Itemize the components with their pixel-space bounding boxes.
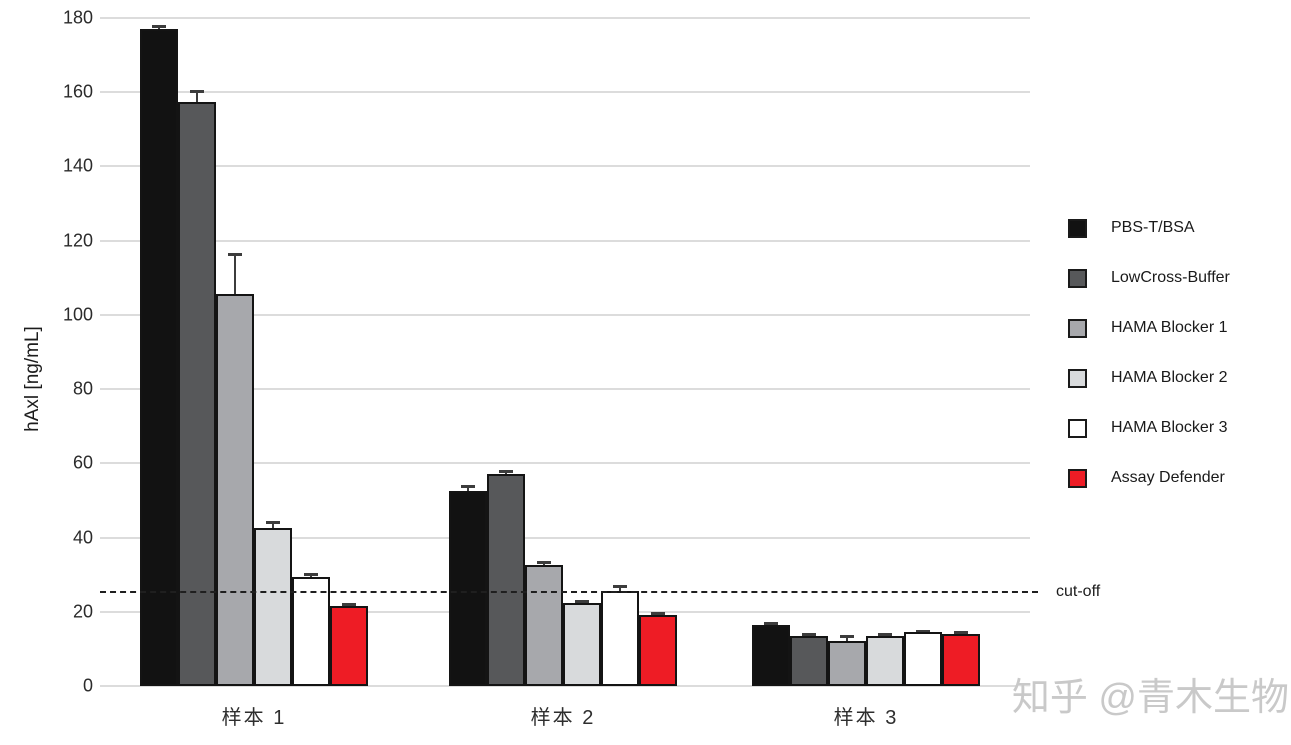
bar-assay-defender-group3 bbox=[942, 634, 980, 686]
legend-label: HAMA Blocker 2 bbox=[1111, 369, 1228, 386]
error-bar-cap bbox=[613, 584, 627, 588]
x-category-label: 样本 1 bbox=[221, 707, 287, 729]
legend-swatch bbox=[1068, 268, 1087, 288]
legend-item: HAMA Blocker 2 bbox=[1068, 368, 1227, 388]
bar-lowcross-buffer-group1 bbox=[178, 101, 216, 686]
error-bar-cap bbox=[190, 90, 204, 94]
gridline-y-120 bbox=[100, 239, 1030, 242]
y-tick-label: 100 bbox=[62, 304, 93, 325]
legend-swatch bbox=[1068, 468, 1087, 488]
error-bar bbox=[619, 585, 621, 594]
legend-item: HAMA Blocker 1 bbox=[1068, 318, 1227, 338]
gridline-y-180 bbox=[100, 17, 1030, 19]
error-bar-cap bbox=[840, 635, 854, 639]
bar-hama-blocker-1-group1 bbox=[216, 294, 254, 686]
gridline-y-140 bbox=[100, 165, 1030, 168]
bar-hama-blocker-1-group2 bbox=[525, 565, 563, 686]
error-bar-cap bbox=[954, 631, 968, 635]
y-tick-label: 120 bbox=[62, 230, 93, 251]
gridline-y-0 bbox=[100, 685, 1030, 687]
error-bar-cap bbox=[764, 621, 778, 625]
legend-label: HAMA Blocker 3 bbox=[1111, 419, 1228, 436]
y-tick-label: 160 bbox=[62, 81, 93, 102]
bar-hama-blocker-2-group1 bbox=[254, 528, 292, 686]
cutoff-line bbox=[100, 591, 1038, 594]
legend-swatch bbox=[1068, 418, 1087, 438]
error-bar-cap bbox=[266, 520, 280, 524]
watermark: 知乎 @青木生物 bbox=[1011, 677, 1289, 719]
y-tick-label: 20 bbox=[72, 601, 93, 622]
error-bar bbox=[467, 485, 469, 494]
x-category-label: 样本 3 bbox=[833, 707, 899, 729]
legend-item: HAMA Blocker 3 bbox=[1068, 418, 1227, 438]
gridline-y-100 bbox=[100, 313, 1030, 316]
legend-swatch bbox=[1068, 218, 1087, 238]
error-bar bbox=[272, 521, 274, 531]
error-bar bbox=[348, 603, 350, 609]
x-category-label: 样本 2 bbox=[530, 707, 596, 729]
error-bar-cap bbox=[228, 252, 242, 256]
error-bar bbox=[505, 470, 507, 477]
legend-item: LowCross-Buffer bbox=[1068, 268, 1230, 288]
y-tick-label: 140 bbox=[62, 155, 93, 176]
error-bar bbox=[846, 636, 848, 644]
bar-hama-blocker-1-group3 bbox=[828, 641, 866, 686]
y-tick-label: 80 bbox=[72, 378, 93, 399]
bar-lowcross-buffer-group3 bbox=[790, 635, 828, 686]
error-bar bbox=[657, 612, 659, 618]
bar-pbs-t-bsa-group3 bbox=[752, 624, 790, 686]
bar-assay-defender-group1 bbox=[330, 606, 368, 686]
error-bar-cap bbox=[152, 25, 166, 29]
bar-hama-blocker-3-group2 bbox=[601, 591, 639, 686]
legend-label: LowCross-Buffer bbox=[1111, 269, 1230, 286]
y-tick-label: 180 bbox=[62, 7, 93, 28]
error-bar-cap bbox=[304, 572, 318, 576]
bar-hama-blocker-2-group3 bbox=[866, 635, 904, 686]
gridline-y-60 bbox=[100, 462, 1030, 465]
y-tick-label: 40 bbox=[72, 527, 93, 548]
error-bar bbox=[234, 253, 236, 297]
error-bar-cap bbox=[878, 632, 892, 636]
bar-hama-blocker-3-group1 bbox=[292, 576, 330, 686]
legend-swatch bbox=[1068, 318, 1087, 338]
legend-swatch bbox=[1068, 368, 1087, 388]
error-bar-cap bbox=[575, 599, 589, 603]
error-bar bbox=[196, 91, 198, 104]
legend-label: PBS-T/BSA bbox=[1111, 219, 1195, 236]
error-bar bbox=[770, 622, 772, 627]
bar-hama-blocker-2-group2 bbox=[563, 602, 601, 686]
bar-pbs-t-bsa-group1 bbox=[140, 29, 178, 686]
legend-item: Assay Defender bbox=[1068, 468, 1225, 488]
error-bar-cap bbox=[802, 633, 816, 637]
error-bar bbox=[884, 633, 886, 638]
bar-lowcross-buffer-group2 bbox=[487, 474, 525, 686]
gridline-y-160 bbox=[100, 91, 1030, 94]
bar-hama-blocker-3-group3 bbox=[904, 632, 942, 686]
error-bar-cap bbox=[342, 602, 356, 606]
error-bar-cap bbox=[651, 611, 665, 615]
cutoff-label: cut-off bbox=[1056, 583, 1101, 601]
error-bar-cap bbox=[461, 484, 475, 488]
legend-item: PBS-T/BSA bbox=[1068, 218, 1195, 238]
gridline-y-40 bbox=[100, 536, 1030, 539]
legend-label: Assay Defender bbox=[1111, 469, 1225, 486]
error-bar-cap bbox=[537, 561, 551, 565]
y-tick-label: 60 bbox=[72, 452, 93, 473]
legend-label: HAMA Blocker 1 bbox=[1111, 319, 1228, 336]
error-bar bbox=[543, 562, 545, 568]
bar-pbs-t-bsa-group2 bbox=[449, 491, 487, 686]
bar-assay-defender-group2 bbox=[639, 615, 677, 686]
error-bar bbox=[310, 573, 312, 579]
gridline-y-80 bbox=[100, 388, 1030, 391]
error-bar-cap bbox=[499, 469, 513, 473]
error-bar bbox=[158, 26, 160, 32]
error-bar-cap bbox=[916, 629, 930, 633]
y-tick-label: 0 bbox=[82, 675, 93, 696]
